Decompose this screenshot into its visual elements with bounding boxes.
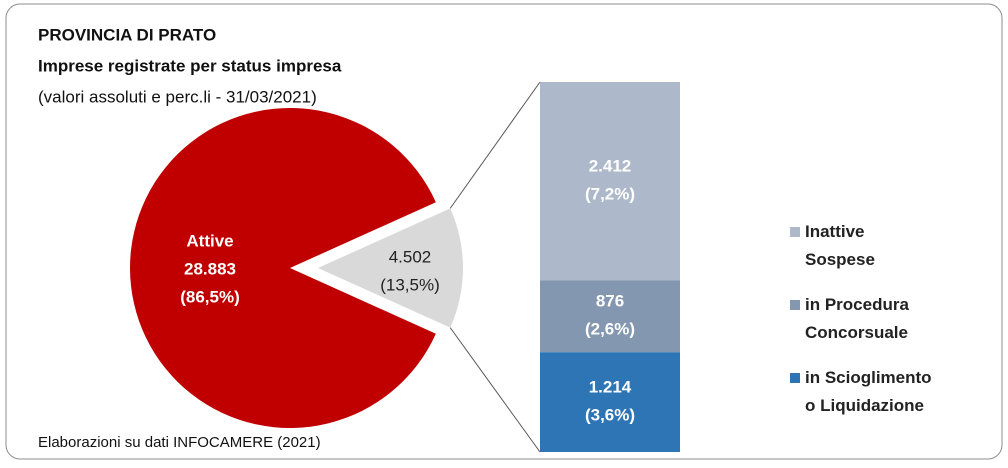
chart-title: PROVINCIA DI PRATO [38, 25, 216, 44]
legend-swatch [790, 227, 800, 237]
pie-slice [318, 208, 463, 328]
bar-value-label: 876 [596, 292, 624, 311]
bar-value-label: 1.214 [589, 378, 632, 397]
connector-line [449, 327, 541, 453]
legend-label: in Scioglimento o Liquidazione [805, 368, 932, 415]
slice-category: Attive [186, 231, 233, 250]
legend-swatch [790, 373, 800, 383]
legend-label: in Procedura Concorsuale [805, 295, 909, 342]
bar-segment [540, 352, 680, 452]
bar-percent-label: (2,6%) [585, 320, 635, 339]
slice-percent-label: (13,5%) [380, 275, 440, 294]
legend-item: Inattive Sospese [805, 222, 875, 269]
chart-source: Elaborazioni su dati INFOCAMERE (2021) [38, 434, 321, 451]
bar-segment [540, 82, 680, 281]
pie-slice [130, 108, 436, 428]
slice-percent-label: (86,5%) [180, 287, 240, 306]
legend-item: in Procedura Concorsuale [805, 295, 909, 342]
chart-note: (valori assoluti e perc.li - 31/03/2021) [38, 87, 317, 106]
chart-subtitle: Imprese registrate per status impresa [38, 56, 342, 75]
slice-value-label: 4.502 [389, 247, 432, 266]
slice-value-label: 28.883 [184, 259, 236, 278]
legend-swatch [790, 300, 800, 310]
bar-segment [540, 280, 680, 353]
bar-percent-label: (7,2%) [585, 185, 635, 204]
bar-value-label: 2.412 [589, 157, 632, 176]
bar-percent-label: (3,6%) [585, 406, 635, 425]
legend-item: in Scioglimento o Liquidazione [805, 368, 932, 415]
legend-label: Inattive Sospese [805, 222, 875, 269]
connector-line [449, 81, 541, 209]
